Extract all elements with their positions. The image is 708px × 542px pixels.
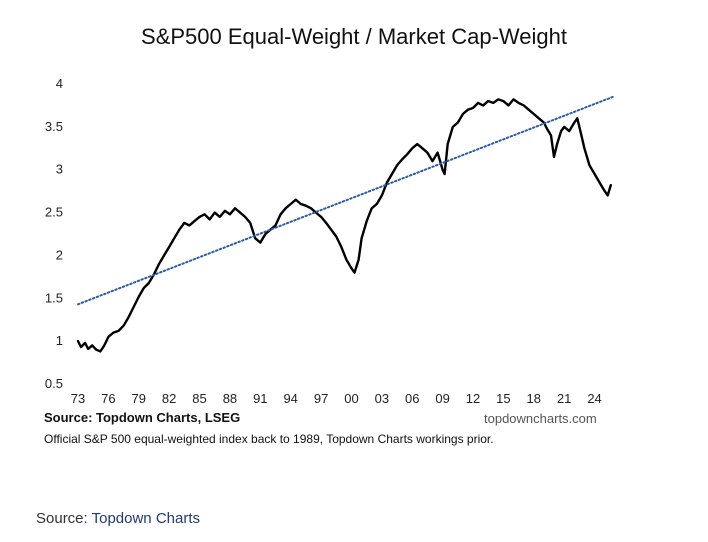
outer-source-link[interactable]: Topdown Charts — [91, 510, 201, 527]
y-tick-label: 1.5 — [45, 290, 63, 305]
y-tick-label: 2 — [56, 247, 63, 262]
y-tick-label: 3 — [56, 162, 63, 177]
x-tick-label: 09 — [435, 391, 449, 406]
y-tick-label: 3.5 — [45, 119, 63, 134]
x-tick-label: 24 — [587, 391, 601, 406]
trend-line — [77, 95, 614, 306]
x-tick-label: 00 — [344, 391, 358, 406]
y-tick-label: 2.5 — [45, 205, 63, 220]
x-tick-label: 06 — [405, 391, 419, 406]
x-tick-label: 73 — [71, 391, 85, 406]
x-tick-label: 15 — [496, 391, 510, 406]
x-tick-label: 91 — [253, 391, 267, 406]
outer-source-label: Source: — [36, 510, 88, 527]
x-tick-label: 79 — [132, 391, 146, 406]
x-tick-label: 85 — [192, 391, 206, 406]
y-tick-label: 1 — [56, 333, 63, 348]
chart-source: Source: Topdown Charts, LSEG — [44, 410, 241, 425]
y-tick-label: 0.5 — [45, 376, 63, 391]
x-axis-ticks: 73 76 79 82 85 88 91 94 97 00 03 06 09 12 15 18 21 24 — [71, 391, 602, 406]
x-tick-label: 82 — [162, 391, 176, 406]
x-tick-label: 21 — [557, 391, 571, 406]
x-tick-label: 12 — [466, 391, 480, 406]
x-tick-label: 88 — [223, 391, 237, 406]
chart-footnote: Official S&P 500 equal-weighted index ba… — [44, 432, 494, 446]
x-tick-label: 18 — [527, 391, 541, 406]
watermark: topdowncharts.com — [484, 411, 597, 426]
x-tick-label: 76 — [101, 391, 115, 406]
outer-source: Source: Topdown Charts — [36, 510, 200, 527]
chart-title: S&P500 Equal-Weight / Market Cap-Weight — [141, 24, 567, 49]
ratio-line — [76, 98, 612, 353]
x-tick-label: 97 — [314, 391, 328, 406]
x-tick-label: 94 — [283, 391, 297, 406]
series-layer — [76, 95, 614, 353]
y-axis-ticks: 0.5 1 1.5 2 2.5 3 3.5 4 — [45, 76, 63, 391]
x-tick-label: 03 — [375, 391, 389, 406]
y-tick-label: 4 — [56, 76, 63, 91]
